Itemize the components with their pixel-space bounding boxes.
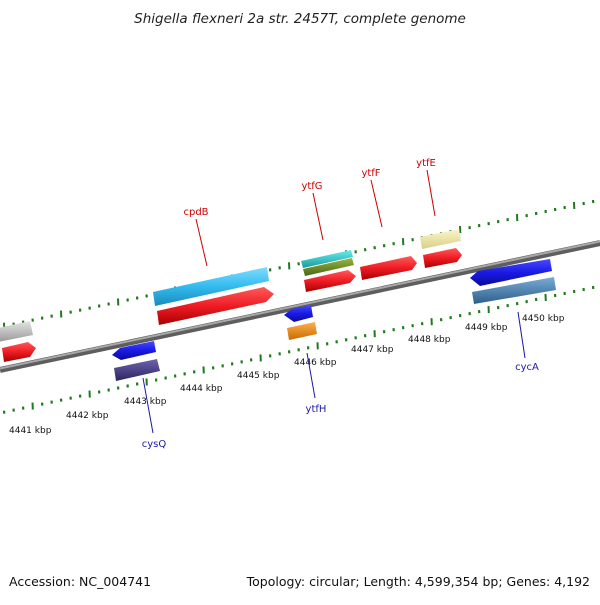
kbp-label: 4443 kbp bbox=[124, 397, 167, 407]
gene-label-ytfF[interactable]: ytfF bbox=[361, 168, 380, 179]
feature-ytfF-cds[interactable] bbox=[360, 256, 417, 280]
kbp-label: 4448 kbp bbox=[408, 335, 451, 345]
map-title: Shigella flexneri 2a str. 2457T, complet… bbox=[134, 11, 466, 27]
feature-cysQ-region[interactable] bbox=[114, 359, 160, 381]
kbp-label: 4444 kbp bbox=[180, 384, 223, 394]
genome-summary-text: Topology: circular; Length: 4,599,354 bp… bbox=[246, 574, 590, 589]
gene-label-ytfG[interactable]: ytfG bbox=[301, 181, 322, 192]
kbp-labels: 4441 kbp 4442 kbp 4443 kbp 4444 kbp 4445… bbox=[9, 314, 565, 436]
feature-ytfH-region[interactable] bbox=[287, 322, 317, 340]
feature-red-left[interactable] bbox=[2, 342, 36, 362]
features bbox=[0, 229, 556, 381]
kbp-label: 4449 kbp bbox=[465, 323, 508, 333]
kbp-label: 4445 kbp bbox=[237, 371, 280, 381]
kbp-label: 4447 kbp bbox=[351, 345, 394, 355]
kbp-label: 4446 kbp bbox=[294, 358, 337, 368]
gene-label-cysQ[interactable]: cysQ bbox=[142, 439, 167, 450]
gene-label-ytfE[interactable]: ytfE bbox=[416, 158, 436, 169]
kbp-label: 4442 kbp bbox=[66, 411, 109, 421]
gene-label-cycA[interactable]: cycA bbox=[515, 362, 539, 373]
feature-ytfE-region[interactable] bbox=[420, 229, 461, 249]
gene-label-ytfH[interactable]: ytfH bbox=[306, 404, 327, 415]
genome-backbone bbox=[0, 243, 600, 370]
feature-ytfE-cds[interactable] bbox=[423, 248, 462, 268]
accession-text: Accession: NC_004741 bbox=[9, 574, 151, 589]
kbp-label: 4441 kbp bbox=[9, 426, 52, 436]
kbp-label: 4450 kbp bbox=[522, 314, 565, 324]
genome-backbone-highlight bbox=[0, 242, 600, 369]
gene-label-cpdB[interactable]: cpdB bbox=[183, 207, 208, 218]
